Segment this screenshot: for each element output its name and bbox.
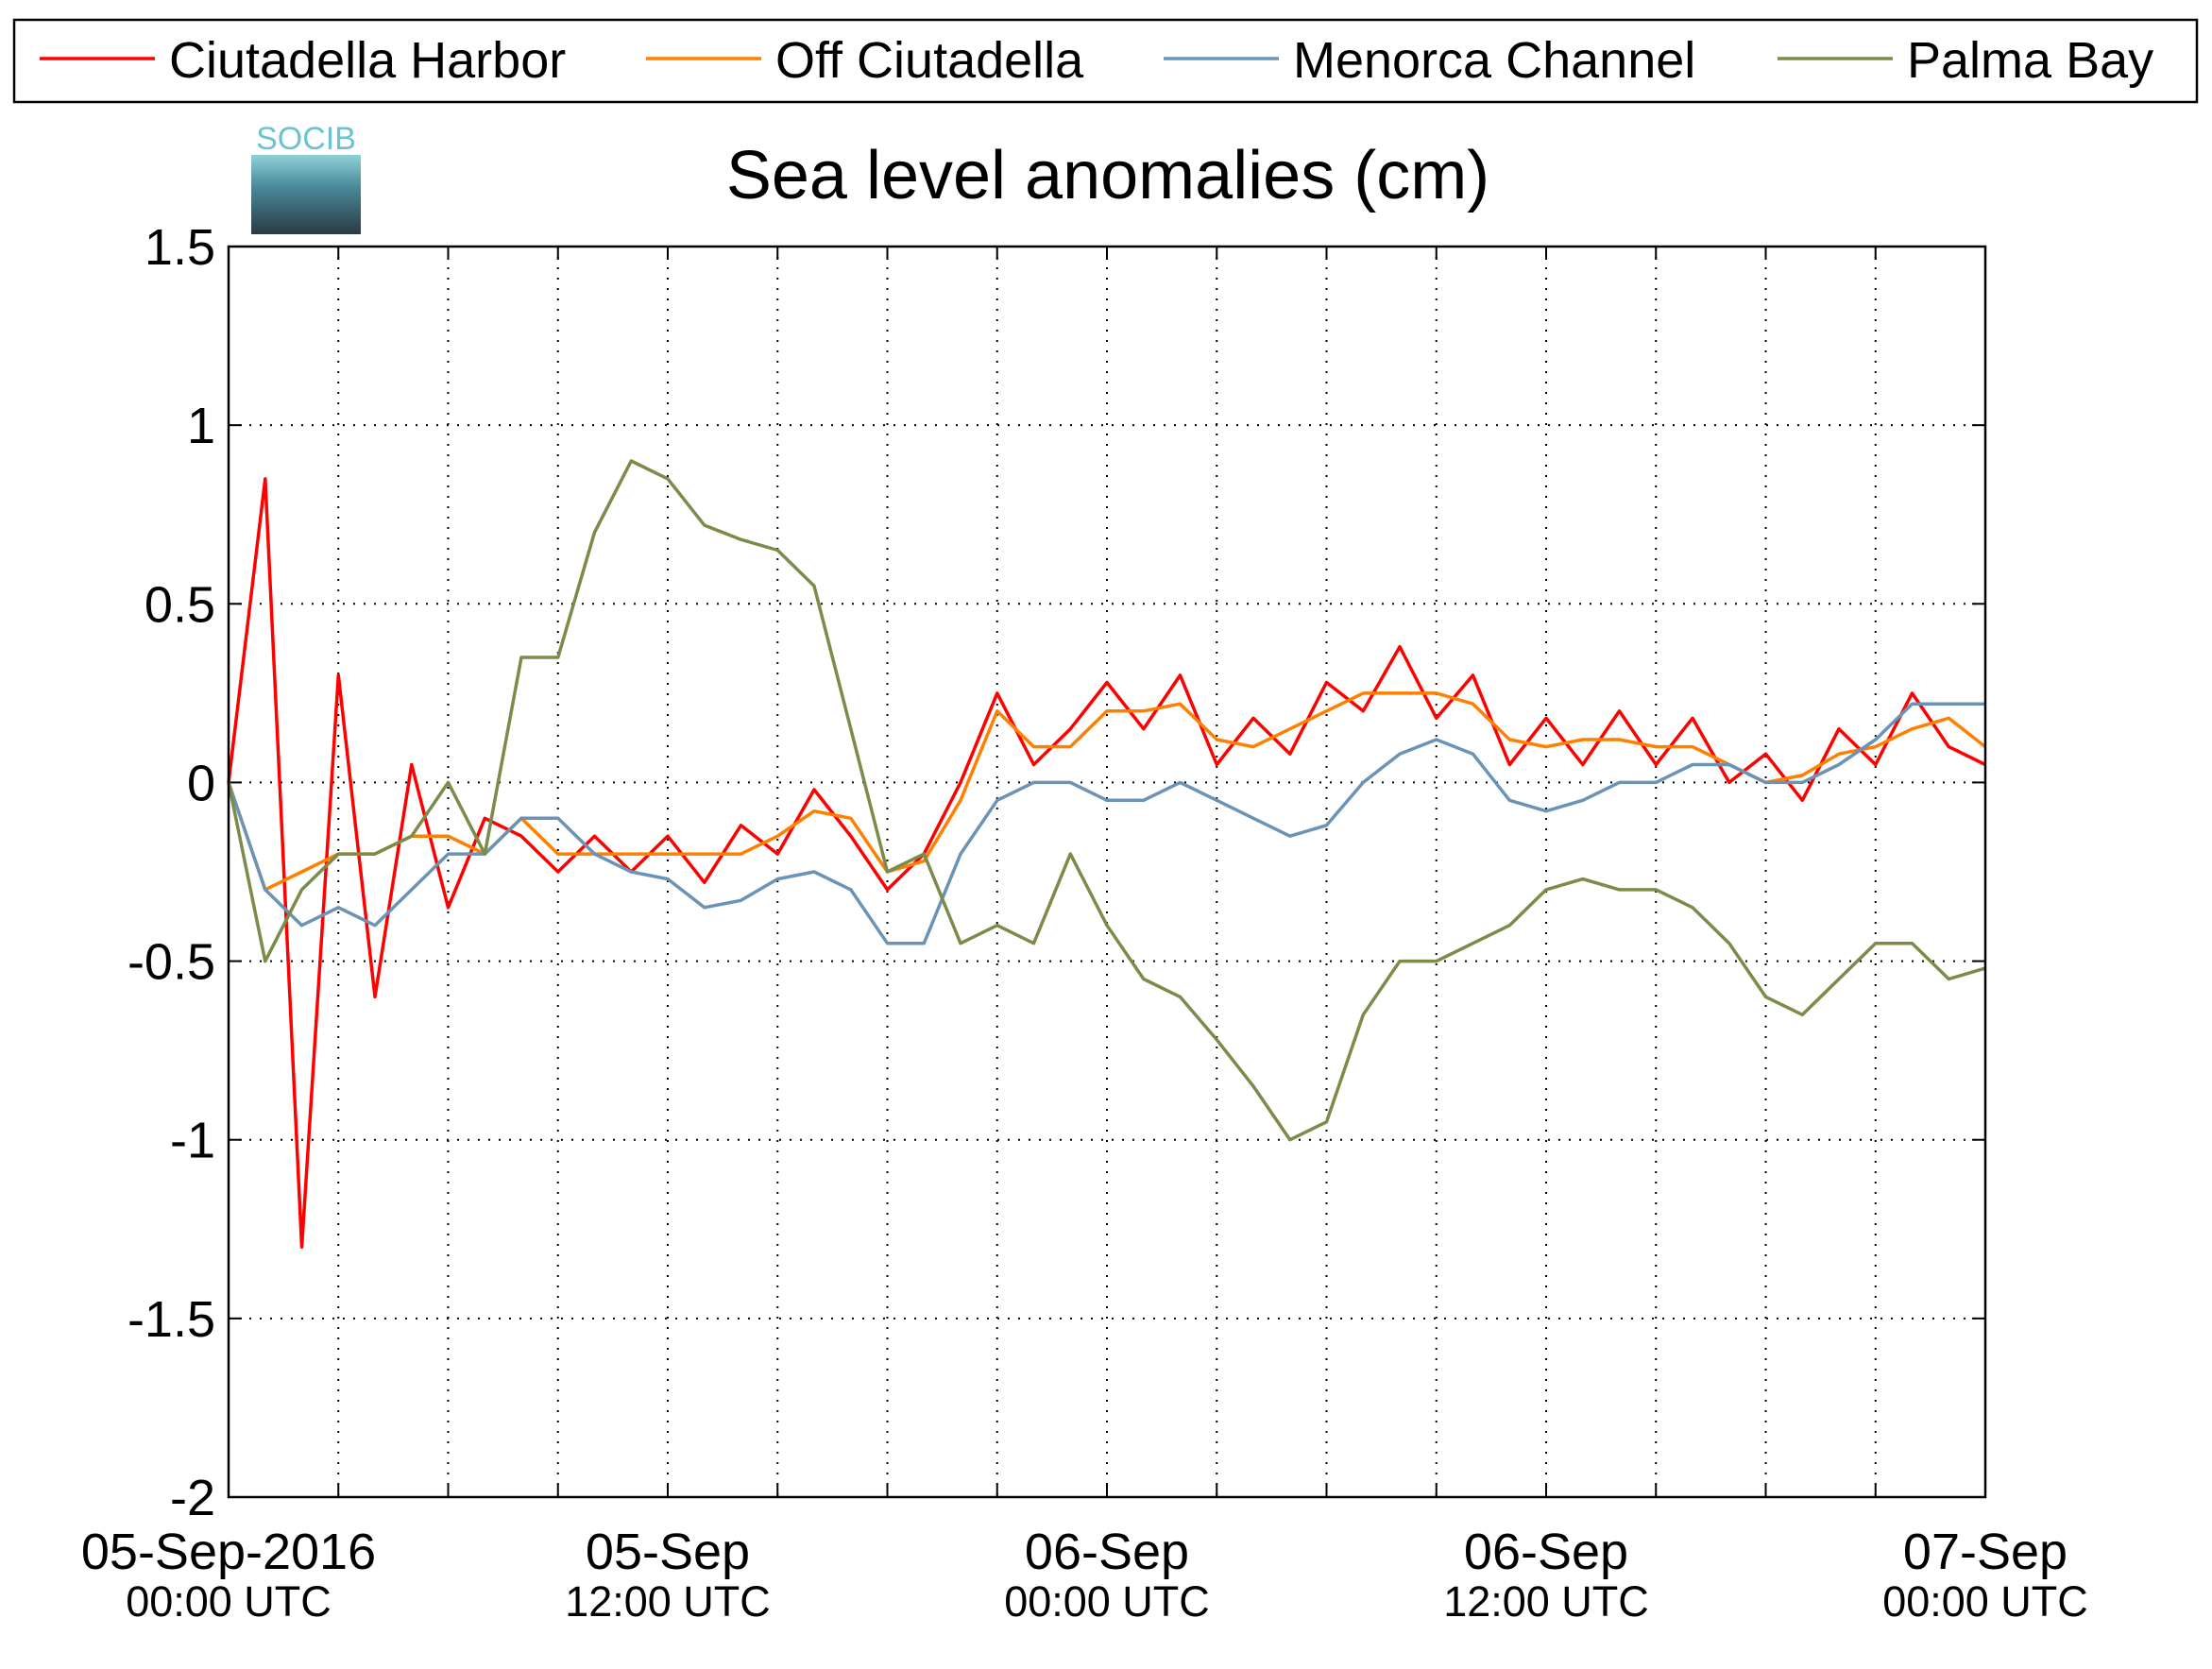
y-tick-label: 1 bbox=[187, 398, 215, 454]
chart-title: Sea level anomalies (cm) bbox=[726, 138, 1489, 213]
legend-label: Menorca Channel bbox=[1293, 32, 1695, 89]
y-tick-label: -1 bbox=[170, 1113, 215, 1169]
x-tick-sublabel: 00:00 UTC bbox=[1882, 1577, 2088, 1626]
series-line bbox=[227, 477, 1986, 1249]
legend-box bbox=[12, 18, 2199, 104]
x-tick-label: 06-Sep bbox=[1464, 1524, 1628, 1580]
x-tick-sublabel: 12:00 UTC bbox=[565, 1577, 771, 1626]
y-tick-label: 0 bbox=[187, 755, 215, 811]
legend-label: Ciutadella Harbor bbox=[169, 32, 566, 89]
y-tick-label: -1.5 bbox=[128, 1291, 215, 1348]
legend-label: Off Ciutadella bbox=[775, 32, 1084, 89]
x-tick-label: 06-Sep bbox=[1025, 1524, 1189, 1580]
x-tick-sublabel: 00:00 UTC bbox=[1004, 1577, 1210, 1626]
series-line bbox=[227, 702, 1985, 945]
y-tick-label: 0.5 bbox=[145, 576, 215, 633]
plot-frame bbox=[227, 245, 1987, 1499]
x-tick-sublabel: 12:00 UTC bbox=[1443, 1577, 1649, 1626]
y-tick-label: -2 bbox=[170, 1470, 215, 1526]
series-line bbox=[227, 459, 1986, 1142]
x-tick-sublabel: 00:00 UTC bbox=[126, 1577, 332, 1626]
y-tick-label: 1.5 bbox=[145, 219, 215, 276]
legend-label: Palma Bay bbox=[1907, 32, 2153, 89]
x-tick-label: 05-Sep bbox=[586, 1524, 750, 1580]
logo bbox=[251, 155, 361, 234]
x-tick-label: 05-Sep-2016 bbox=[81, 1524, 376, 1580]
logo-text: SOCIB bbox=[256, 121, 356, 157]
x-tick-label: 07-Sep bbox=[1903, 1524, 2067, 1580]
y-tick-label: -0.5 bbox=[128, 934, 215, 991]
